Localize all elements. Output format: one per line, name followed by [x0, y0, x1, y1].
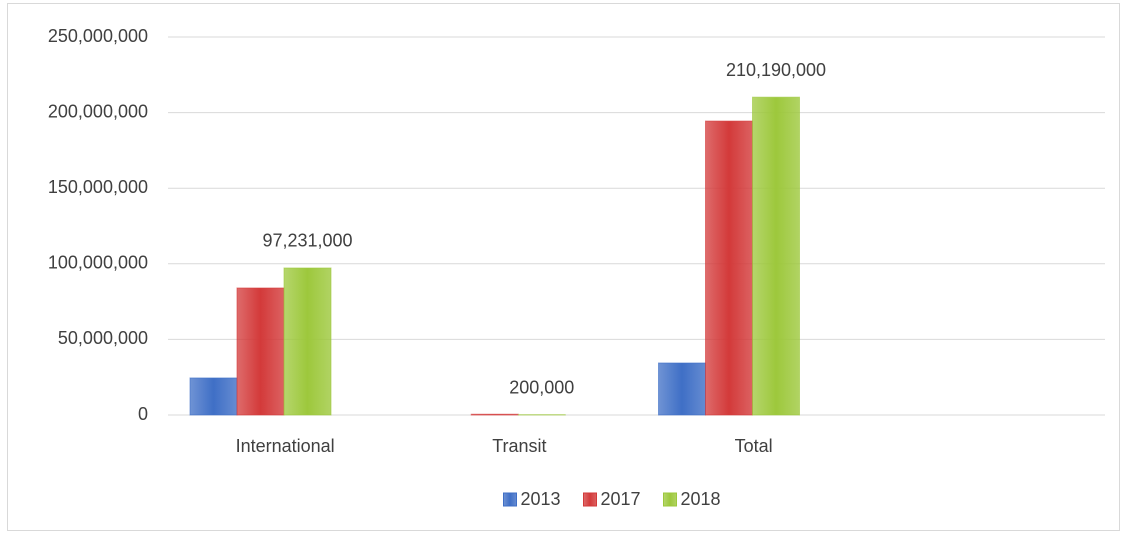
data-label: 97,231,000: [262, 231, 352, 251]
y-tick-label: 50,000,000: [58, 328, 148, 348]
y-tick-label: 100,000,000: [48, 253, 148, 273]
legend-label: 2017: [601, 489, 641, 509]
data-label: 200,000: [509, 377, 574, 397]
legend-swatch: [503, 492, 517, 507]
bar: [705, 120, 753, 416]
y-tick-label: 150,000,000: [48, 177, 148, 197]
y-tick-label: 200,000,000: [48, 101, 148, 121]
data-label: 210,190,000: [726, 60, 826, 80]
x-tick-label: International: [236, 436, 335, 456]
y-tick-label: 0: [138, 404, 148, 424]
legend-label: 2013: [521, 489, 561, 509]
x-tick-label: Total: [735, 436, 773, 456]
legend-label: 2018: [681, 489, 721, 509]
bar: [283, 267, 332, 416]
bar: [236, 287, 285, 416]
bar: [658, 362, 706, 416]
bar: [470, 413, 519, 416]
legend-swatch: [663, 492, 677, 507]
x-tick-label: Transit: [492, 436, 546, 456]
bar: [752, 96, 800, 416]
chart-border: [7, 3, 1120, 531]
y-tick-label: 250,000,000: [48, 26, 148, 46]
bar: [189, 377, 238, 416]
legend-swatch: [583, 492, 597, 507]
